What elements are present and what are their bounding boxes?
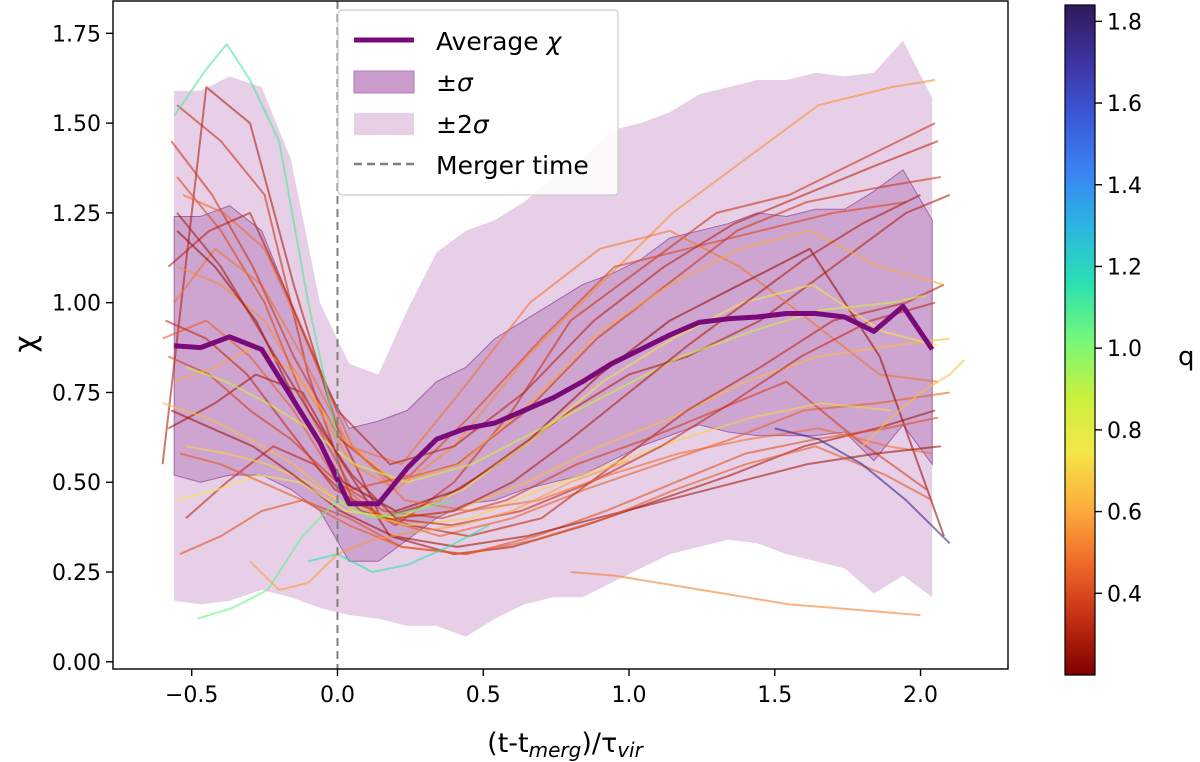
colorbar-tick-label: 0.4: [1107, 582, 1142, 607]
legend-frame: [337, 9, 619, 196]
svg-text:(t-tmerg)/τvir: (t-tmerg)/τvir: [487, 728, 644, 762]
track-line-30: [176, 194, 921, 520]
track-line-4: [176, 79, 936, 491]
y-tick-label: 0.25: [52, 561, 101, 586]
track-line-19: [176, 283, 939, 520]
track-line-20: [167, 140, 939, 466]
legend-label-sigma: ±σ: [436, 68, 474, 97]
colorbar-tick-label: 1.6: [1107, 92, 1142, 117]
legend-swatch-sigma: [353, 70, 415, 94]
colorbar-gradient: [1064, 4, 1096, 676]
legend-swatch-two-sigma: [354, 113, 414, 135]
track-line-12: [185, 402, 892, 527]
colorbar-label: q: [1178, 342, 1195, 372]
legend-item-sigma: ±σ: [353, 68, 474, 97]
x-axis: −0.5 0.0 0.5 1.0 1.5 2.0: [165, 669, 938, 708]
y-tick-label: 1.25: [52, 202, 101, 227]
y-tick-label: 0.00: [52, 651, 101, 676]
x-axis-label: (t-tmerg)/τvir: [487, 728, 644, 762]
colorbar-tick-label: 1.0: [1107, 337, 1142, 362]
legend-item-two-sigma: ±2σ: [354, 110, 490, 139]
track-line-17: [182, 193, 933, 512]
legend-item-average: Average χ: [354, 27, 563, 56]
y-axis: 0.00 0.25 0.50 0.75 1.00 1.25 1.50 1.75: [52, 22, 113, 676]
track-line-28: [861, 359, 966, 448]
track-line-7: [162, 337, 950, 520]
colorbar-tick-label: 1.2: [1107, 255, 1142, 280]
legend-label-merger-time: Merger time: [436, 151, 589, 180]
x-tick-label: −0.5: [165, 683, 218, 708]
colorbar-tick-label: 1.8: [1107, 10, 1142, 35]
legend-item-merger-time: Merger time: [354, 151, 589, 180]
track-line-24: [173, 43, 339, 440]
y-tick-label: 0.50: [52, 471, 101, 496]
track-line-2: [176, 104, 936, 527]
y-tick-label: 1.00: [52, 292, 101, 317]
track-line-25: [308, 524, 490, 573]
track-line-27: [570, 571, 921, 617]
y-tick-label: 1.50: [52, 112, 101, 137]
colorbar-ticks: 0.4 0.6 0.8 1.0 1.2 1.4 1.6 1.8: [1095, 10, 1142, 607]
colorbar-tick-label: 0.8: [1107, 419, 1142, 444]
colorbar-tick-label: 0.6: [1107, 501, 1142, 526]
simulation-tracks: [161, 43, 966, 620]
axes-frame: [112, 0, 1009, 670]
y-axis-label: χ: [8, 335, 43, 352]
colorbar: 0.4 0.6 0.8 1.0 1.2 1.4 1.6 1.8 q: [1064, 4, 1195, 676]
x-tick-label: 1.5: [757, 683, 792, 708]
x-tick-label: 0.0: [320, 683, 355, 708]
svg-text:χ: χ: [8, 335, 43, 352]
track-line-23: [197, 499, 455, 620]
x-tick-label: 0.5: [466, 683, 501, 708]
colorbar-tick-label: 1.4: [1107, 174, 1142, 199]
y-tick-label: 0.75: [52, 381, 101, 406]
track-line-26: [249, 459, 630, 591]
legend-label-two-sigma: ±2σ: [436, 110, 490, 139]
track-line-29: [774, 427, 951, 545]
track-line-6: [176, 176, 907, 491]
track-line-21: [179, 445, 933, 556]
legend-label-average: Average χ: [436, 27, 563, 56]
legend: Average χ ±σ ±2σ Merger time: [337, 9, 619, 196]
average-line: [174, 303, 935, 507]
y-tick-label: 1.75: [52, 22, 101, 47]
track-line-18: [170, 409, 942, 548]
track-line-3: [162, 319, 950, 538]
x-tick-label: 1.0: [612, 683, 647, 708]
sigma-band: [173, 169, 933, 562]
x-tick-label: 2.0: [903, 683, 938, 708]
track-line-14: [179, 416, 939, 556]
